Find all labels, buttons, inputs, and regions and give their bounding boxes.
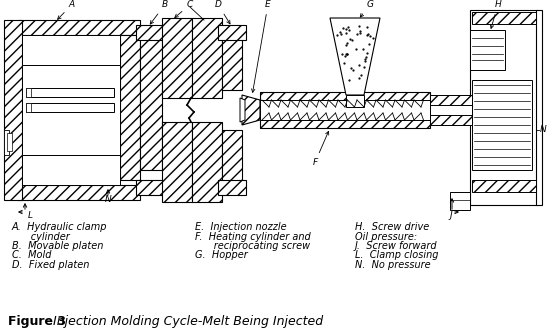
Bar xyxy=(7,133,12,151)
Bar xyxy=(430,95,472,125)
Text: reciprocating screw: reciprocating screw xyxy=(195,241,310,251)
Bar xyxy=(22,35,120,65)
Text: D.  Fixed platen: D. Fixed platen xyxy=(12,260,89,270)
Text: C: C xyxy=(175,0,193,18)
Bar xyxy=(470,30,505,70)
Text: C.  Mold: C. Mold xyxy=(12,251,51,261)
Bar xyxy=(430,95,472,105)
Text: N: N xyxy=(104,196,112,205)
Bar xyxy=(22,155,120,185)
Bar xyxy=(260,113,430,128)
Text: F.  Heating cylinder and: F. Heating cylinder and xyxy=(195,231,311,241)
Text: D: D xyxy=(214,0,230,24)
Text: J.  Screw forward: J. Screw forward xyxy=(355,241,438,251)
Text: cylinder: cylinder xyxy=(12,231,70,241)
Text: E.  Injection nozzle: E. Injection nozzle xyxy=(195,222,287,232)
Text: F: F xyxy=(312,131,329,167)
Text: A.  Hydraulic clamp: A. Hydraulic clamp xyxy=(12,222,108,232)
Bar xyxy=(470,10,538,205)
Bar xyxy=(26,88,114,97)
Bar xyxy=(260,92,430,107)
Bar xyxy=(260,100,430,120)
Bar xyxy=(222,130,242,190)
Text: A: A xyxy=(57,0,75,19)
Bar xyxy=(140,30,162,170)
Text: G.  Hopper: G. Hopper xyxy=(195,251,248,261)
Bar xyxy=(162,122,192,202)
Text: Injection Molding Cycle-Melt Being Injected: Injection Molding Cycle-Melt Being Injec… xyxy=(53,315,323,328)
Bar xyxy=(536,10,542,205)
Text: L.  Clamp closing: L. Clamp closing xyxy=(355,251,439,261)
Bar xyxy=(4,130,9,155)
Bar xyxy=(136,25,166,40)
Bar xyxy=(26,88,31,97)
Text: Oil pressure:: Oil pressure: xyxy=(355,231,417,241)
Bar xyxy=(346,95,364,107)
Text: E: E xyxy=(252,0,271,92)
Bar xyxy=(472,12,536,24)
Text: H: H xyxy=(490,0,502,29)
Bar xyxy=(218,180,246,195)
Bar xyxy=(192,18,222,98)
Text: L: L xyxy=(28,210,33,219)
Text: J: J xyxy=(450,210,452,219)
Bar xyxy=(162,18,192,98)
Text: N: N xyxy=(540,125,547,134)
Bar xyxy=(26,103,114,112)
Bar xyxy=(430,115,472,125)
Text: Figure 3: Figure 3 xyxy=(8,315,66,328)
Text: B: B xyxy=(150,0,168,24)
Text: B.  Movable platen: B. Movable platen xyxy=(12,241,103,251)
Bar xyxy=(4,20,22,200)
Bar xyxy=(222,30,242,90)
Text: H.  Screw drive: H. Screw drive xyxy=(355,222,429,232)
Bar xyxy=(18,20,140,35)
Bar xyxy=(120,35,140,180)
Bar xyxy=(472,80,532,170)
Bar xyxy=(192,122,222,202)
Bar xyxy=(136,180,166,195)
Text: N.  No pressure: N. No pressure xyxy=(355,260,430,270)
Bar xyxy=(450,192,470,210)
Polygon shape xyxy=(240,98,245,122)
Bar xyxy=(26,103,31,112)
Bar xyxy=(22,65,120,155)
Bar xyxy=(18,185,140,200)
Bar xyxy=(218,25,246,40)
Polygon shape xyxy=(330,18,380,95)
Polygon shape xyxy=(242,95,260,125)
Text: G: G xyxy=(360,0,374,17)
Bar xyxy=(472,180,536,192)
